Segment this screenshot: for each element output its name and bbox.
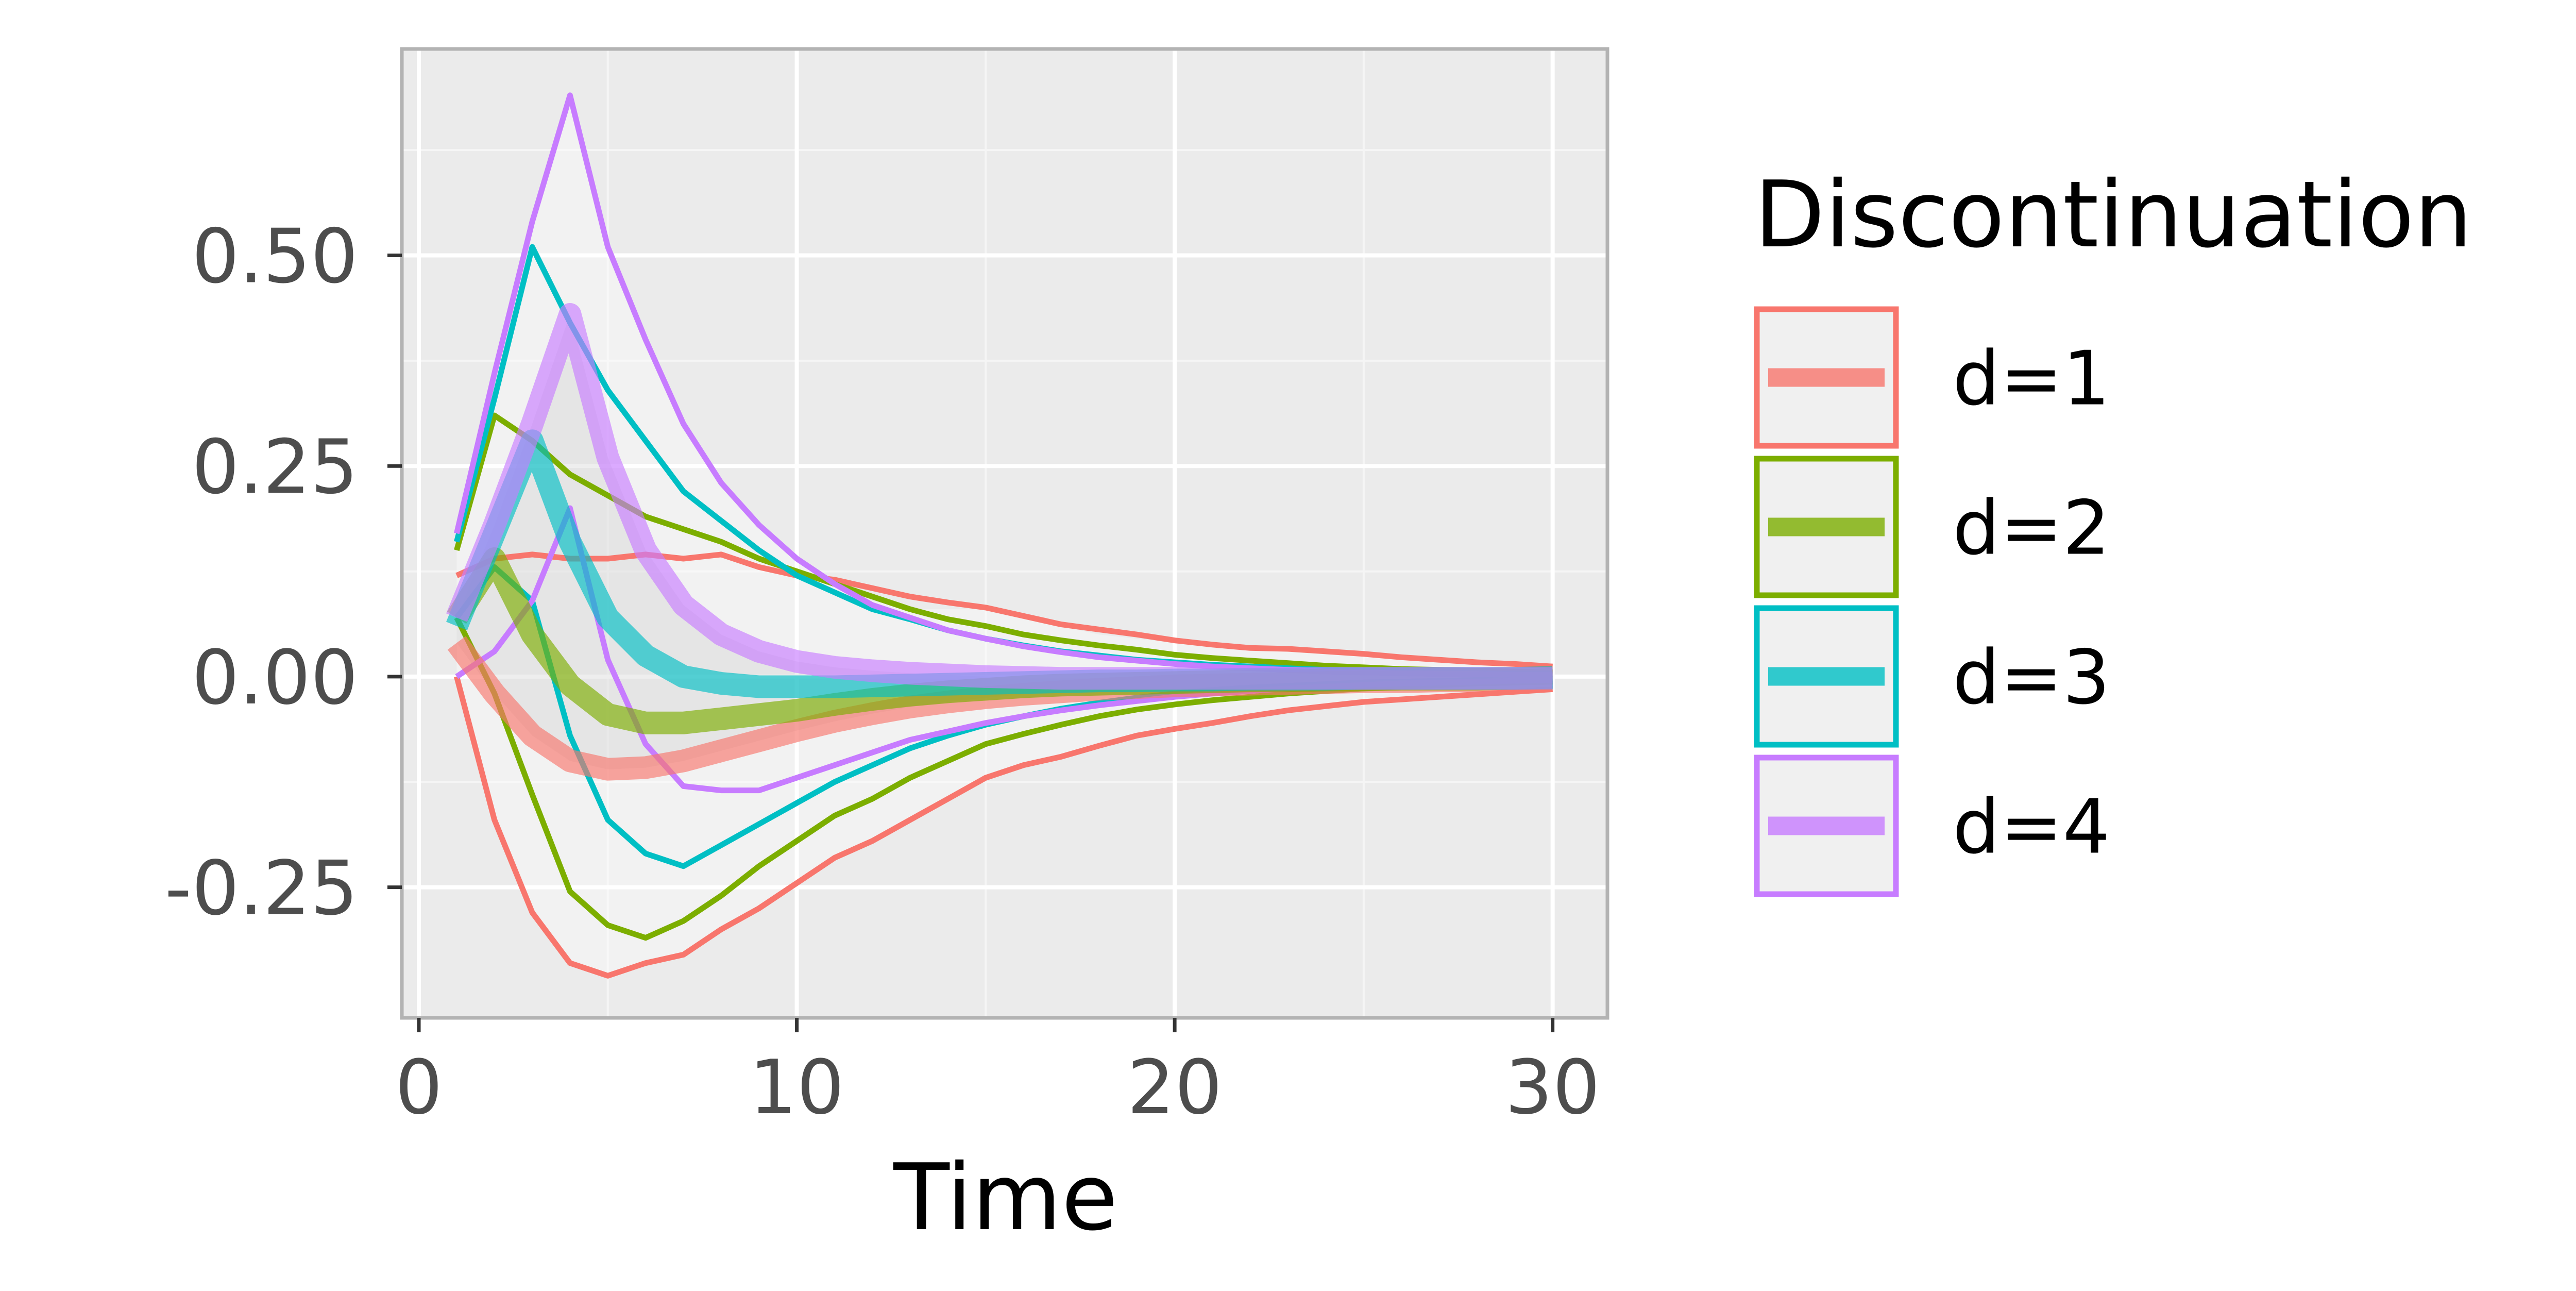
series-estimate-line-d=4 xyxy=(446,303,1553,690)
legend-label: d=2 xyxy=(1953,485,2110,572)
estimate-spread-band xyxy=(456,314,1553,769)
y-tick-label: -0.25 xyxy=(165,845,358,932)
panel-background xyxy=(402,49,1607,1018)
legend-label: d=3 xyxy=(1953,634,2110,722)
y-tick-label: 0.25 xyxy=(192,424,358,511)
legend-item-d=3: d=3 xyxy=(1754,605,2110,748)
legend-label: d=1 xyxy=(1953,336,2110,423)
axes: 0 10 20 30 -0.25 0.00 0.25 0.50 xyxy=(165,47,1609,1131)
x-tick-label: 30 xyxy=(1505,1044,1600,1131)
panel-border xyxy=(400,47,1609,1020)
x-axis-title: Time xyxy=(893,1144,1118,1251)
legend-title: Discontinuation xyxy=(1754,161,2472,268)
x-tick-label: 10 xyxy=(749,1044,844,1131)
estimate-lines-layer xyxy=(446,303,1553,781)
legend-item-d=1: d=1 xyxy=(1754,306,2110,449)
series-lower-line-d=1 xyxy=(454,676,1553,979)
x-tick-label: 20 xyxy=(1127,1044,1223,1131)
legend-item-d=4: d=4 xyxy=(1754,755,2110,897)
legend: Discontinuation d=1 d=2 d=3 d=4 xyxy=(1754,161,2472,897)
x-tick-label: 0 xyxy=(395,1044,443,1131)
plot-panel xyxy=(402,49,1607,1018)
legend-item-d=2: d=2 xyxy=(1754,456,2110,598)
y-tick-label: 0.50 xyxy=(192,213,358,300)
y-tick-label: 0.00 xyxy=(192,634,358,722)
legend-label: d=4 xyxy=(1953,784,2110,871)
